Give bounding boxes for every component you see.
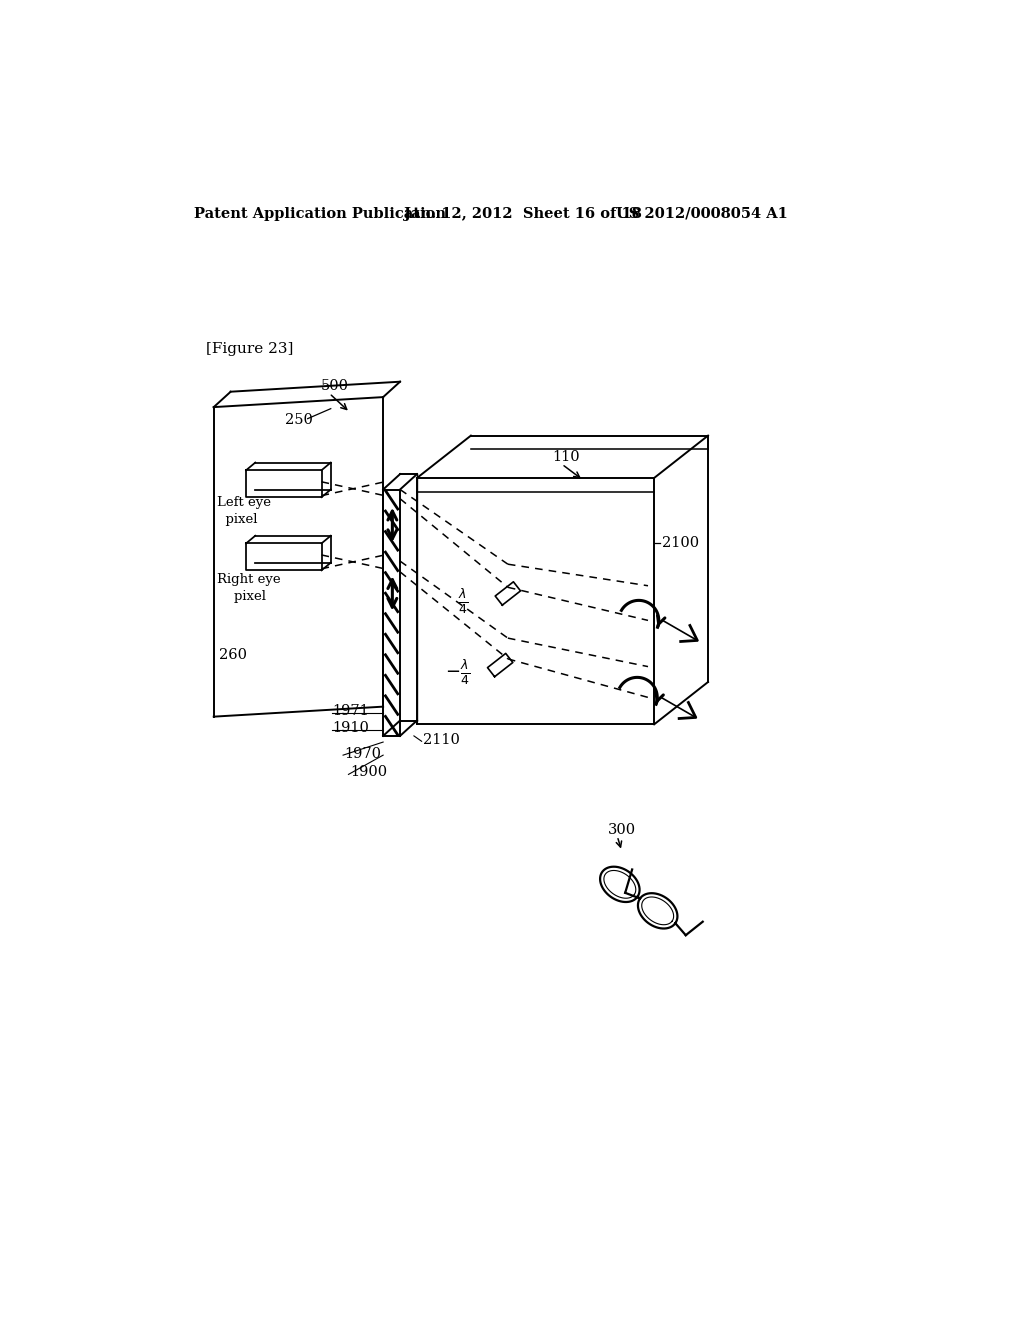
Text: 300: 300 <box>608 822 636 837</box>
Text: US 2012/0008054 A1: US 2012/0008054 A1 <box>615 207 787 220</box>
Text: 1910: 1910 <box>333 721 370 735</box>
Text: Jan. 12, 2012  Sheet 16 of 18: Jan. 12, 2012 Sheet 16 of 18 <box>403 207 642 220</box>
Text: 1900: 1900 <box>350 766 387 779</box>
Text: 110: 110 <box>553 450 581 465</box>
Text: 2110: 2110 <box>423 733 460 747</box>
Text: 260: 260 <box>219 648 247 663</box>
Text: Left eye
  pixel: Left eye pixel <box>217 496 270 527</box>
Text: 1971: 1971 <box>333 705 369 718</box>
Text: 250: 250 <box>285 413 312 428</box>
Text: 500: 500 <box>321 379 349 392</box>
Text: [Figure 23]: [Figure 23] <box>206 342 294 356</box>
Text: 1970: 1970 <box>345 747 382 760</box>
Text: 2100: 2100 <box>662 536 699 550</box>
Text: $-\frac{\lambda}{4}$: $-\frac{\lambda}{4}$ <box>445 659 470 688</box>
Text: Patent Application Publication: Patent Application Publication <box>194 207 445 220</box>
Text: $\frac{\lambda}{4}$: $\frac{\lambda}{4}$ <box>458 586 469 615</box>
Text: Right eye
    pixel: Right eye pixel <box>217 573 281 603</box>
